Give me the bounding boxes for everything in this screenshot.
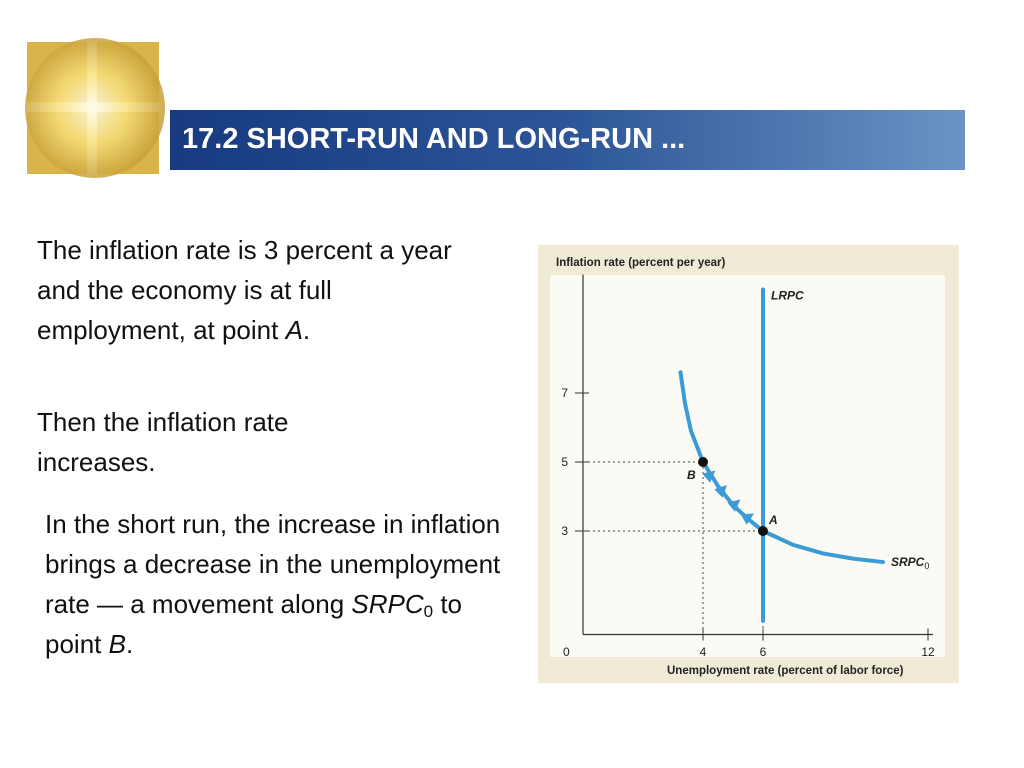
series-label: SRPC0 [891,555,929,571]
text: 0 [423,602,434,621]
x-tick-label: 12 [921,645,935,659]
text: . [302,315,311,345]
origin-label: 0 [563,645,570,659]
x-axis-label: Unemployment rate (percent of labor forc… [667,665,904,677]
point [698,457,708,467]
x-tick-label: 6 [760,645,767,659]
header-bar: 17.2 SHORT-RUN AND LONG-RUN ... [170,110,965,170]
arrow [702,470,716,483]
curve [678,370,885,565]
arrow [740,513,755,525]
series-name: SRPC [891,555,925,569]
text: . [125,629,134,659]
plot-area [550,275,945,657]
point-label: B [687,468,696,482]
paragraph: In the short run, the increase in inflat… [45,504,523,664]
y-tick-label: 5 [561,455,568,469]
text: The inflation rate is 3 percent a year a… [37,235,452,345]
text: In the short run, the increase in inflat… [45,509,501,619]
text: A [285,315,303,345]
y-tick-label: 7 [561,386,568,400]
point [758,526,768,536]
text: SRPC [351,589,424,619]
text: B [108,629,126,659]
arrow [727,499,741,512]
series-label: LRPC [771,289,804,303]
paragraph: Then the inflation rate increases. [37,402,407,482]
y-tick-label: 3 [561,524,568,538]
y-axis-label: Inflation rate (percent per year) [556,257,726,269]
series-name: LRPC [771,289,804,303]
logo [25,38,165,178]
point-label: A [768,513,778,527]
title: 17.2 SHORT-RUN AND LONG-RUN ... [182,123,686,155]
text: to point [45,589,463,659]
text: Then the inflation rate increases. [37,407,289,477]
x-tick-label: 4 [700,645,707,659]
paragraph: The inflation rate is 3 percent a year a… [37,230,487,350]
arrow [714,485,727,498]
series-subscript: 0 [924,561,929,571]
